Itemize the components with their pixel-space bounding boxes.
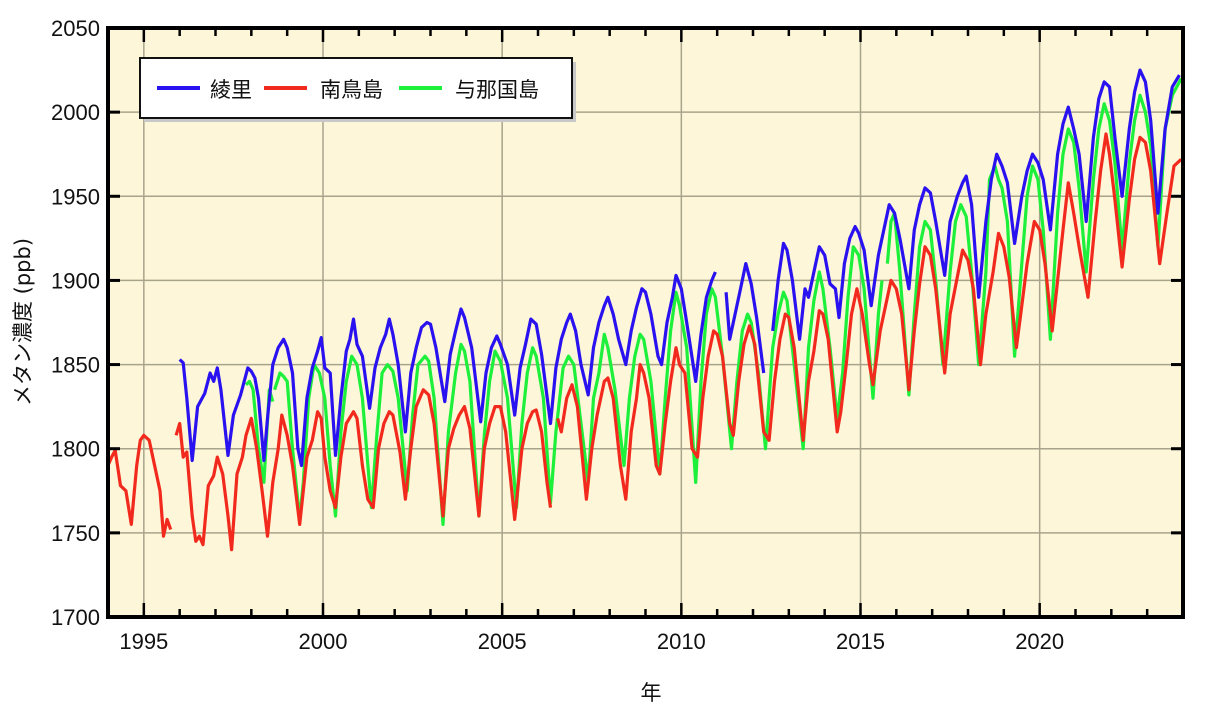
x-axis-title: 年 — [641, 681, 662, 705]
y-tick-label: 1900 — [51, 268, 100, 293]
x-tick-labels: 1995 2000 2005 2010 2015 2020 — [119, 629, 1064, 654]
legend-box — [139, 57, 573, 119]
plot-background — [108, 28, 1183, 617]
series-line — [106, 433, 173, 538]
legend: 綾里 南鳥島 与那国島 — [139, 57, 576, 122]
x-tick-label: 2000 — [299, 629, 348, 654]
y-tick-label: 1800 — [51, 437, 100, 462]
legend-label-minamitorishima: 南鳥島 — [320, 78, 383, 102]
series-line — [724, 262, 766, 374]
series-line — [771, 68, 1181, 341]
y-tick-label: 1950 — [51, 184, 100, 209]
series-line — [273, 245, 884, 527]
x-tick-label: 2020 — [1015, 629, 1064, 654]
series-line — [178, 271, 717, 468]
y-tick-labels: 1700 1750 1800 1850 1900 1950 2000 2050 — [51, 16, 100, 630]
y-tick-label: 1850 — [51, 353, 100, 378]
x-tick-label: 2005 — [478, 629, 527, 654]
legend-label-yonagunijima: 与那国島 — [455, 78, 539, 102]
series-lines — [106, 68, 1183, 552]
series-line — [556, 132, 1183, 501]
series-line — [174, 388, 553, 552]
y-axis-title: メタン濃度 (ppb) — [11, 238, 35, 406]
legend-label-ryori: 綾里 — [210, 78, 252, 102]
x-tick-label: 1995 — [119, 629, 168, 654]
y-tick-label: 2050 — [51, 16, 100, 41]
axis-ticks — [106, 26, 1185, 619]
y-tick-label: 1750 — [51, 521, 100, 546]
series-line — [885, 77, 1183, 397]
x-tick-label: 2015 — [836, 629, 885, 654]
y-tick-label: 1700 — [51, 605, 100, 630]
y-tick-label: 2000 — [51, 100, 100, 125]
x-tick-label: 2010 — [657, 629, 706, 654]
